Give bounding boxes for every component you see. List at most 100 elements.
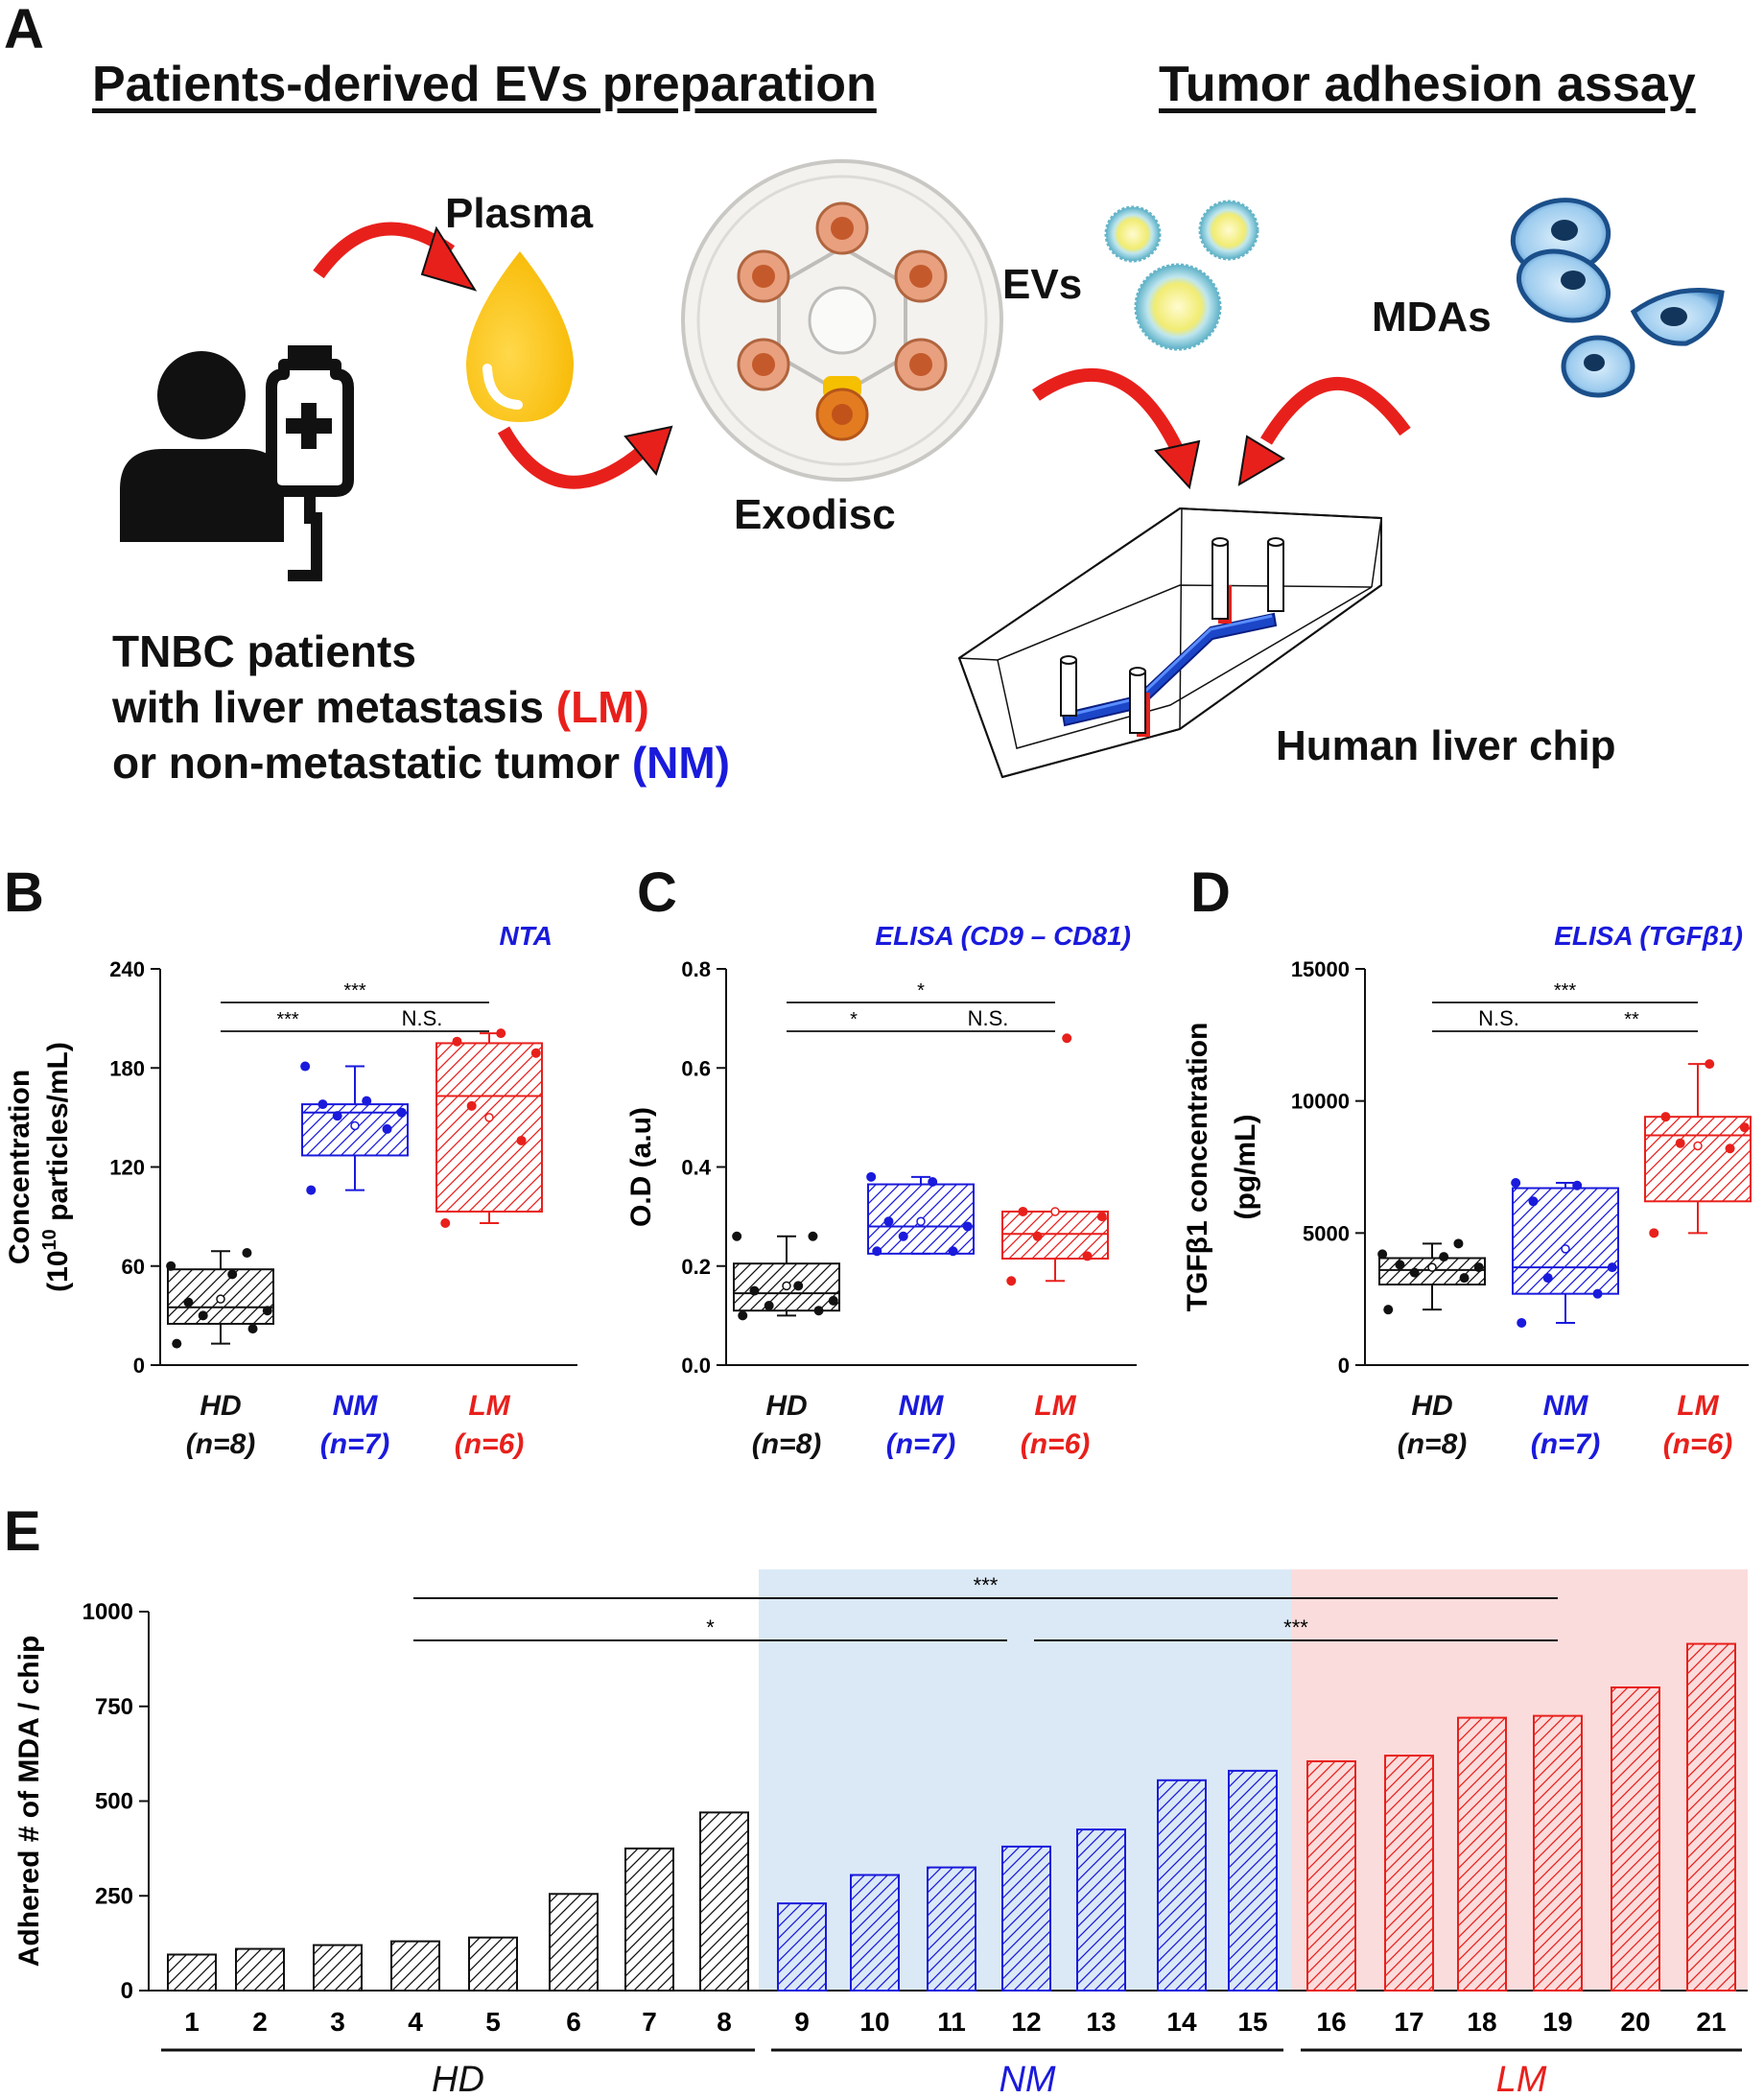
data-point [962,1221,973,1232]
significance-label: * [706,1615,715,1639]
data-point [1395,1260,1405,1270]
data-point [948,1246,958,1257]
data-point [1439,1252,1449,1262]
data-point [1528,1196,1539,1207]
x-group-label: HD [765,1390,807,1422]
box-group-nm [1511,1178,1619,1328]
data-point [808,1231,818,1241]
arrow-to-exodisc-icon [497,425,673,489]
data-point [1649,1228,1659,1238]
data-point [1032,1231,1043,1241]
data-point [516,1135,527,1145]
data-point [1675,1138,1685,1148]
x-group-n: (n=6) [1021,1428,1091,1460]
data-point [262,1306,272,1316]
bar-19 [1533,1714,1583,1992]
significance-label: *** [276,1009,299,1030]
data-point [172,1338,182,1349]
x-group-n: (n=7) [886,1428,956,1460]
patient-line-1: TNBC patients [112,626,416,676]
bar-10 [850,1874,900,1992]
significance-label: *** [1283,1615,1308,1639]
x-tick-label: 9 [794,2007,810,2037]
x-tick-label: 17 [1394,2007,1423,2037]
y-tick-label: 15000 [1291,957,1350,981]
box-group-hd [166,1247,274,1349]
section-title-ev-prep: Patients-derived EVs preparation [92,57,877,112]
y-axis-label: O.D (a.u) [625,1107,657,1227]
y-tick-label: 0 [121,1978,133,2004]
bar-21 [1686,1642,1736,1992]
data-point [883,1216,894,1227]
evs-label: EVs [1002,261,1083,308]
panel-a-schematic [120,159,1725,779]
y-tick-label: 0.8 [681,957,711,981]
y-tick-label: 250 [95,1883,133,1909]
mean-marker [484,1113,494,1122]
x-group-n: (n=7) [320,1428,390,1460]
mean-marker [216,1294,225,1304]
box-group-lm [435,1028,543,1229]
data-point [1705,1059,1715,1070]
x-tick-label: 11 [937,2007,966,2037]
y-tick-label: 180 [109,1056,145,1080]
x-tick-label: 20 [1620,2007,1650,2037]
x-group-label: NM [899,1390,945,1422]
data-point [866,1171,877,1182]
data-point [1377,1249,1388,1260]
x-tick-label: 1 [184,2007,200,2037]
data-point [1006,1276,1017,1286]
bar-12 [1001,1845,1051,1992]
x-tick-label: 15 [1237,2007,1267,2037]
data-point [738,1310,748,1321]
y-tick-label: 60 [122,1255,145,1279]
x-tick-label: 21 [1696,2007,1726,2037]
data-point [396,1107,407,1118]
data-point [1082,1251,1093,1261]
bar-11 [927,1866,976,1992]
x-tick-label: 12 [1011,2007,1041,2037]
patient-line-3: or non-metastatic tumor (NM) [112,738,731,788]
x-group-n: (n=6) [1663,1428,1733,1460]
bar-20 [1611,1686,1660,1992]
arrow-to-plasma-icon [313,222,478,292]
box-plot-c: 0.0 0.2 0.4 0.6 0.8 ELISA (CD9 – CD81) O.D (a.… [625,921,1137,1460]
mdas-label: MDAs [1372,294,1492,341]
significance-label: *** [343,980,366,1002]
chart-title: NTA [500,921,553,951]
group-label-nm: NM [999,2060,1055,2098]
lm-background-region [1291,1569,1748,1991]
exodisc-label: Exodisc [734,491,896,538]
y-tick-label: 0 [133,1354,145,1378]
box-group-lm [1644,1059,1752,1238]
y-tick-label: 120 [109,1156,145,1180]
data-point [247,1324,258,1334]
data-point [496,1028,506,1039]
y-tick-label: 750 [95,1694,133,1720]
x-group-n: (n=6) [455,1428,525,1460]
x-tick-label: 3 [330,2007,345,2037]
x-tick-label: 5 [485,2007,501,2037]
arrow-ev-to-chip-icon [1032,367,1201,490]
box-group-lm [1001,1033,1109,1286]
data-point [318,1099,328,1110]
data-point [1517,1317,1527,1328]
bar-18 [1457,1716,1507,1992]
nm-tag: (NM) [631,738,731,788]
data-point [1592,1288,1603,1299]
y-tick-label: 1000 [82,1599,133,1625]
bar-5 [468,1936,518,1992]
x-group-label: HD [200,1390,241,1422]
panel-label-d: D [1190,861,1231,924]
box-plot-b: 0 60 120 180 240 NTA Concentration(1010 partic… [4,921,577,1460]
data-point [928,1176,938,1187]
patient-description: TNBC patients with liver metastasis (LM)… [112,624,730,790]
mean-marker [782,1281,791,1291]
data-point [732,1231,742,1241]
data-point [872,1246,882,1257]
box-group-hd [732,1231,840,1321]
patient-line-2: with liver metastasis (LM) [112,682,649,732]
box-group-hd [1377,1238,1486,1315]
y-tick-label: 0.4 [681,1156,711,1180]
bar-15 [1228,1769,1278,1992]
